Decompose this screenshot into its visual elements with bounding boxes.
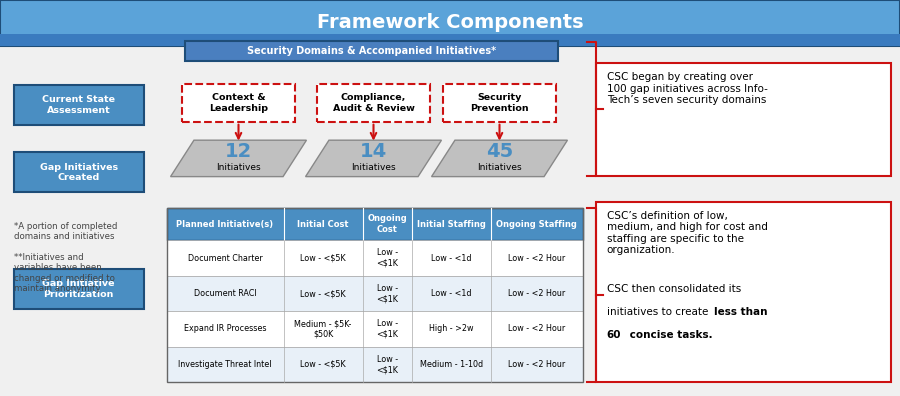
Text: concise tasks.: concise tasks. (626, 330, 713, 340)
Polygon shape (432, 140, 568, 177)
Text: Initiatives: Initiatives (477, 163, 522, 171)
FancyBboxPatch shape (444, 84, 556, 122)
Text: CSC’s definition of low,
medium, and high for cost and
staffing are specific to : CSC’s definition of low, medium, and hig… (607, 211, 768, 255)
Text: 14: 14 (360, 142, 387, 161)
FancyBboxPatch shape (166, 240, 583, 276)
Text: 12: 12 (225, 142, 252, 161)
FancyBboxPatch shape (14, 269, 144, 309)
Text: Compliance,
Audit & Review: Compliance, Audit & Review (333, 93, 414, 112)
FancyBboxPatch shape (0, 0, 900, 46)
Text: High - >2w: High - >2w (429, 324, 473, 333)
Text: Low - <$5K: Low - <$5K (301, 253, 346, 263)
Text: Low -
<$1K: Low - <$1K (376, 319, 399, 339)
FancyBboxPatch shape (184, 41, 558, 61)
FancyBboxPatch shape (182, 84, 295, 122)
FancyBboxPatch shape (14, 85, 144, 125)
Text: Initial Staffing: Initial Staffing (417, 220, 486, 228)
Text: Medium - 1-10d: Medium - 1-10d (419, 360, 483, 369)
FancyBboxPatch shape (166, 347, 583, 382)
FancyBboxPatch shape (317, 84, 430, 122)
Text: Investigate Threat Intel: Investigate Threat Intel (178, 360, 272, 369)
Text: Gap Initiative
Prioritization: Gap Initiative Prioritization (42, 280, 115, 299)
Text: Initiatives: Initiatives (351, 163, 396, 171)
Text: Low -
<$1K: Low - <$1K (376, 248, 399, 268)
FancyBboxPatch shape (0, 34, 900, 46)
FancyBboxPatch shape (14, 152, 144, 192)
FancyBboxPatch shape (166, 276, 583, 311)
Text: Context &
Leadership: Context & Leadership (209, 93, 268, 112)
Text: Medium - $5K-
$50K: Medium - $5K- $50K (294, 319, 352, 339)
Polygon shape (171, 140, 306, 177)
Text: Low - <1d: Low - <1d (431, 289, 472, 298)
Polygon shape (305, 140, 441, 177)
Text: initiatives to create: initiatives to create (607, 307, 711, 317)
Text: CSC then consolidated its: CSC then consolidated its (607, 284, 741, 294)
Text: Low - <2 Hour: Low - <2 Hour (508, 253, 565, 263)
Text: Low - <$5K: Low - <$5K (301, 360, 346, 369)
Text: 45: 45 (486, 142, 513, 161)
Text: Security
Prevention: Security Prevention (470, 93, 529, 112)
Text: Planned Initiative(s): Planned Initiative(s) (176, 220, 274, 228)
Text: Ongoing
Cost: Ongoing Cost (367, 215, 408, 234)
Text: Security Domains & Accompanied Initiatives*: Security Domains & Accompanied Initiativ… (247, 46, 496, 56)
FancyBboxPatch shape (596, 202, 891, 382)
Text: Ongoing Staffing: Ongoing Staffing (497, 220, 577, 228)
Text: Current State
Assessment: Current State Assessment (42, 95, 115, 114)
Text: Initiatives: Initiatives (216, 163, 261, 171)
FancyBboxPatch shape (596, 63, 891, 176)
FancyBboxPatch shape (166, 311, 583, 347)
Text: Document RACI: Document RACI (194, 289, 256, 298)
Text: CSC began by creating over
100 gap initiatives across Info-
Tech’s seven securit: CSC began by creating over 100 gap initi… (607, 72, 768, 105)
Text: Expand IR Processes: Expand IR Processes (184, 324, 266, 333)
Text: 60: 60 (607, 330, 621, 340)
FancyBboxPatch shape (166, 208, 583, 240)
Text: Low - <2 Hour: Low - <2 Hour (508, 289, 565, 298)
Text: Low - <2 Hour: Low - <2 Hour (508, 360, 565, 369)
Text: Document Charter: Document Charter (187, 253, 263, 263)
Text: Low -
<$1K: Low - <$1K (376, 284, 399, 303)
Text: Low - <$5K: Low - <$5K (301, 289, 346, 298)
Text: Framework Components: Framework Components (317, 13, 583, 32)
Text: *A portion of completed
domains and initiatives

**Initiatives and
variables hav: *A portion of completed domains and init… (14, 222, 117, 293)
Text: Low -
<$1K: Low - <$1K (376, 355, 399, 374)
Text: Gap Initiatives
Created: Gap Initiatives Created (40, 163, 118, 182)
Text: Low - <2 Hour: Low - <2 Hour (508, 324, 565, 333)
Text: less than: less than (714, 307, 767, 317)
Text: Low - <1d: Low - <1d (431, 253, 472, 263)
Text: Initial Cost: Initial Cost (297, 220, 349, 228)
